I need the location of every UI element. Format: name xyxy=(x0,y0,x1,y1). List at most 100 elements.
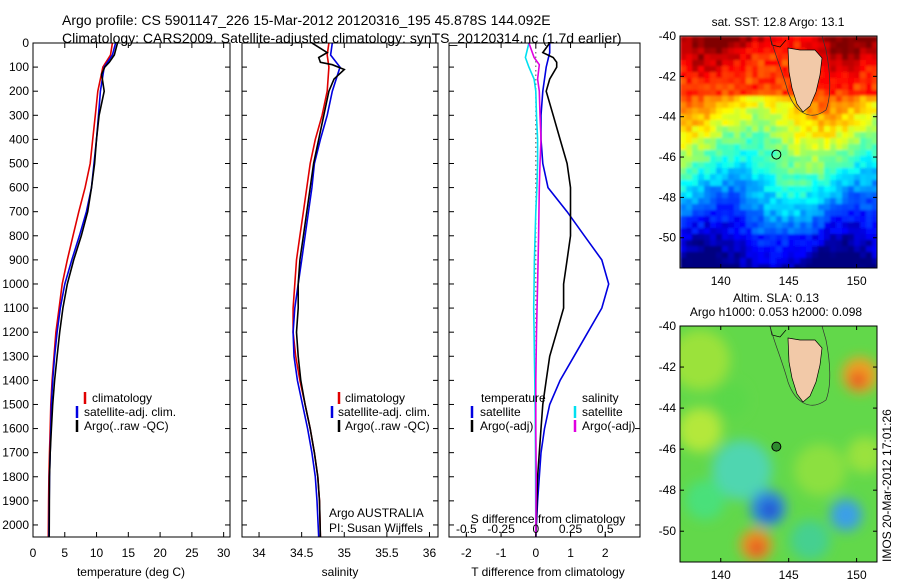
sst-cell xyxy=(710,162,716,168)
sst-cell xyxy=(758,234,764,240)
sst-cell xyxy=(872,240,877,246)
sst-cell xyxy=(836,120,842,126)
lat-tick-label: -48 xyxy=(659,483,677,497)
sla-map-subtitle: Argo h1000: 0.053 h2000: 0.098 xyxy=(690,305,862,319)
sst-cell xyxy=(710,120,716,126)
legend-title-salinity: salinity xyxy=(582,391,619,405)
sst-cell xyxy=(866,264,872,268)
sst-cell xyxy=(866,36,872,42)
sst-cell xyxy=(830,222,836,228)
sst-cell xyxy=(752,60,758,66)
sst-cell xyxy=(692,108,698,114)
sst-cell xyxy=(812,156,818,162)
sst-cell xyxy=(854,246,860,252)
sst-cell xyxy=(776,252,782,258)
sst-cell xyxy=(740,54,746,60)
sst-cell xyxy=(758,258,764,264)
sst-cell xyxy=(758,198,764,204)
sst-cell xyxy=(752,120,758,126)
sst-cell xyxy=(836,138,842,144)
y-tick-label: 1800 xyxy=(2,470,29,484)
sst-cell xyxy=(854,204,860,210)
sst-cell xyxy=(680,42,686,48)
sst-cell xyxy=(842,246,848,252)
sst-cell xyxy=(866,96,872,102)
sst-cell xyxy=(686,180,692,186)
sst-cell xyxy=(710,150,716,156)
sst-cell xyxy=(692,204,698,210)
s-difference-xlabel: S difference from climatology xyxy=(471,512,626,526)
sst-cell xyxy=(752,138,758,144)
y-tick-label: 1700 xyxy=(2,446,29,460)
sst-cell xyxy=(848,78,854,84)
sst-cell xyxy=(746,186,752,192)
x-tick-label: 1 xyxy=(567,546,574,560)
sst-cell xyxy=(872,192,877,198)
sst-cell xyxy=(830,240,836,246)
sst-cell xyxy=(800,144,806,150)
sst-cell xyxy=(746,60,752,66)
sst-cell xyxy=(824,132,830,138)
sst-cell xyxy=(680,108,686,114)
sst-cell xyxy=(758,222,764,228)
sst-cell xyxy=(740,108,746,114)
series-line-climatology xyxy=(47,43,114,537)
sst-cell xyxy=(704,210,710,216)
sst-cell xyxy=(806,42,812,48)
sst-cell xyxy=(686,162,692,168)
sst-cell xyxy=(812,174,818,180)
sst-cell xyxy=(716,126,722,132)
x-tick-label: 36 xyxy=(423,546,437,560)
sst-cell xyxy=(770,132,776,138)
legend-label-climatology: climatology xyxy=(345,391,405,405)
sst-cell xyxy=(842,180,848,186)
sst-cell xyxy=(746,96,752,102)
sst-cell xyxy=(854,126,860,132)
sst-cell xyxy=(782,228,788,234)
sst-cell xyxy=(740,186,746,192)
sst-cell xyxy=(752,78,758,84)
sst-cell xyxy=(722,192,728,198)
sst-cell xyxy=(842,168,848,174)
sst-cell xyxy=(848,36,854,42)
sst-cell xyxy=(758,102,764,108)
sst-cell xyxy=(716,96,722,102)
sst-cell xyxy=(728,198,734,204)
sst-cell xyxy=(836,96,842,102)
sst-cell xyxy=(692,258,698,264)
sst-cell xyxy=(740,264,746,268)
sst-cell xyxy=(872,36,877,42)
sst-cell xyxy=(710,198,716,204)
s-tick-label: -0.5 xyxy=(456,522,477,536)
sst-cell xyxy=(776,36,782,42)
sst-cell xyxy=(842,102,848,108)
sst-cell xyxy=(854,114,860,120)
sst-cell xyxy=(686,168,692,174)
sst-cell xyxy=(812,228,818,234)
sst-cell xyxy=(686,240,692,246)
sst-cell xyxy=(800,114,806,120)
y-tick-label: 0 xyxy=(22,36,29,50)
sst-cell xyxy=(740,240,746,246)
sst-cell xyxy=(722,90,728,96)
sst-cell xyxy=(734,144,740,150)
sst-cell xyxy=(848,42,854,48)
sst-cell xyxy=(758,210,764,216)
sst-cell xyxy=(806,132,812,138)
sst-cell xyxy=(680,240,686,246)
sst-cell xyxy=(830,78,836,84)
sst-cell xyxy=(824,108,830,114)
sst-cell xyxy=(818,216,824,222)
sst-cell xyxy=(740,126,746,132)
y-tick-label: 700 xyxy=(9,205,29,219)
sst-cell xyxy=(716,246,722,252)
sst-cell xyxy=(686,48,692,54)
sst-cell xyxy=(716,252,722,258)
sst-cell xyxy=(758,252,764,258)
sst-cell xyxy=(722,126,728,132)
sst-cell xyxy=(734,66,740,72)
sst-cell xyxy=(764,228,770,234)
sst-cell xyxy=(698,66,704,72)
sla-anomaly xyxy=(712,382,748,418)
sst-cell xyxy=(680,84,686,90)
